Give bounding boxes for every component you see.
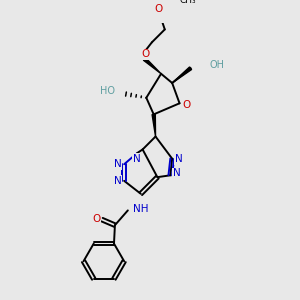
Text: N: N: [114, 176, 122, 186]
Polygon shape: [143, 58, 161, 74]
Text: N: N: [133, 154, 141, 164]
Polygon shape: [152, 114, 155, 136]
Text: O: O: [182, 100, 190, 110]
Text: N: N: [114, 159, 122, 169]
Text: N: N: [173, 169, 181, 178]
Text: CH₃: CH₃: [179, 0, 196, 5]
Polygon shape: [172, 67, 192, 83]
Text: N: N: [175, 154, 182, 164]
Text: OH: OH: [209, 60, 224, 70]
Text: O: O: [141, 50, 149, 59]
Text: NH: NH: [134, 205, 149, 214]
Text: HO: HO: [100, 86, 115, 96]
Text: O: O: [92, 214, 101, 224]
Text: O: O: [154, 4, 162, 14]
